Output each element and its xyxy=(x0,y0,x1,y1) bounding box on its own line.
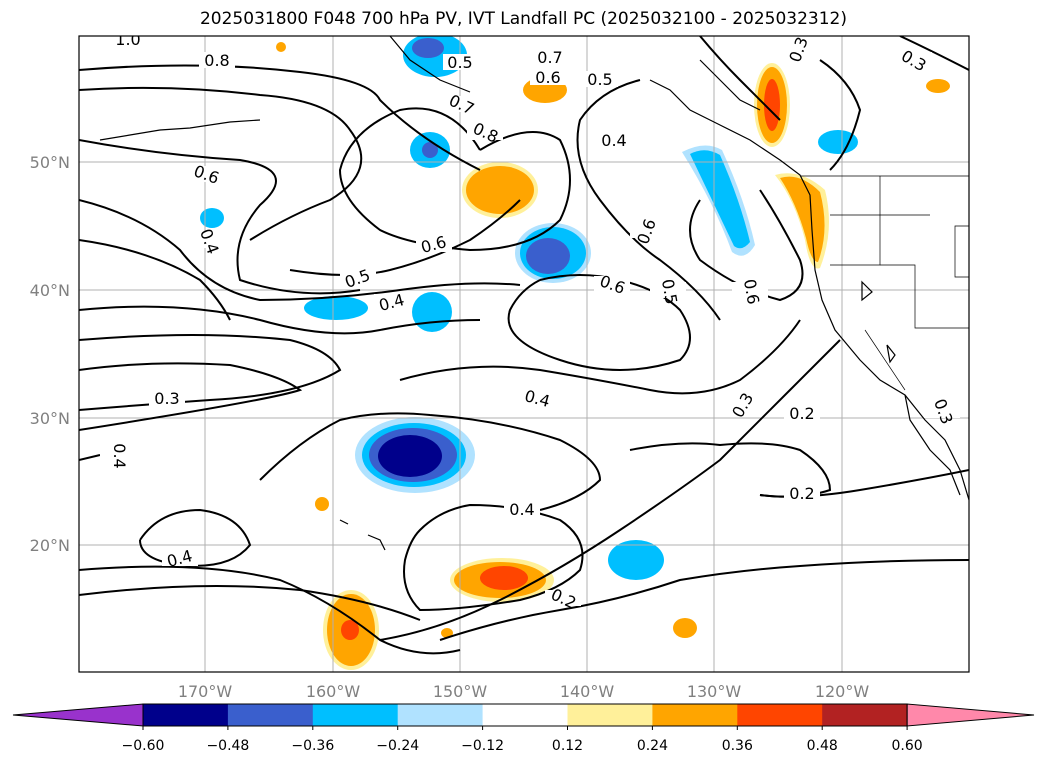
lon-tick-labels: 170°W 160°W 150°W 140°W 130°W 120°W xyxy=(178,682,870,701)
lat-tick-label: 20°N xyxy=(30,536,70,555)
lon-tick-label: 140°W xyxy=(560,682,615,701)
lon-tick-label: 130°W xyxy=(687,682,742,701)
lat-tick-label: 40°N xyxy=(30,281,70,300)
colorbar-tick-label: −0.60 xyxy=(122,738,165,754)
lon-tick-label: 150°W xyxy=(433,682,488,701)
borders xyxy=(800,175,969,391)
pv-contours xyxy=(79,36,969,655)
colorbar: −0.60 −0.48 −0.36 −0.24 −0.12 0.12 0.24 0.36 0.4… xyxy=(12,703,1035,754)
colorbar-segment xyxy=(312,704,399,726)
contour-label: 0.2 xyxy=(789,484,814,503)
lon-tick-label: 120°W xyxy=(815,682,870,701)
contour-label: 0.4 xyxy=(110,443,129,468)
colorbar-tick-label: −0.24 xyxy=(376,738,419,754)
colorbar-extend-max xyxy=(906,703,1035,727)
contour-label: 0.5 xyxy=(658,278,681,306)
colorbar-tick-label: 0.24 xyxy=(637,738,668,754)
colorbar-tick-label: 0.36 xyxy=(722,738,753,754)
colorbar-tick-label: 0.60 xyxy=(892,738,923,754)
colorbar-tick-label: 0.48 xyxy=(807,738,838,754)
contour-labels: 1.0 0.8 0.7 0.5 0.6 0.5 0.3 0.3 0.7 0.8 … xyxy=(100,30,960,613)
colorbar-extend-min xyxy=(12,703,144,727)
map-title: 2025031800 F048 700 hPa PV, IVT Landfall… xyxy=(199,9,847,29)
contour-label: 0.3 xyxy=(154,389,179,408)
colorbar-segment xyxy=(737,704,823,726)
colorbar-tick-label: 0.12 xyxy=(552,738,583,754)
colorbar-segment xyxy=(652,704,738,726)
lon-tick-label: 160°W xyxy=(306,682,361,701)
contour-label: 0.4 xyxy=(509,500,534,519)
coastlines xyxy=(99,36,969,551)
lat-tick-label: 30°N xyxy=(30,409,70,428)
lat-tick-label: 50°N xyxy=(30,153,70,172)
map-frame xyxy=(78,35,970,673)
neg-blob-core xyxy=(378,435,442,477)
colorbar-segment xyxy=(143,704,229,726)
colorbar-segment xyxy=(397,704,484,726)
colorbar-segment xyxy=(822,704,908,726)
contour-label: 0.5 xyxy=(447,53,472,72)
contour-label: 0.7 xyxy=(537,48,562,67)
contour-label: 0.5 xyxy=(587,70,612,89)
contour-label: 0.8 xyxy=(204,51,229,70)
lon-tick-label: 170°W xyxy=(178,682,233,701)
colorbar-tick-label: −0.12 xyxy=(461,738,504,754)
contour-label: 0.6 xyxy=(740,278,763,306)
colorbar-segment xyxy=(227,704,314,726)
contour-label: 1.0 xyxy=(115,30,140,49)
colorbar-tick-label: −0.48 xyxy=(206,738,249,754)
colorbar-segment xyxy=(482,704,568,726)
contour-label: 0.2 xyxy=(789,404,814,423)
lat-tick-labels: 50°N 40°N 30°N 20°N xyxy=(30,153,70,555)
colorbar-outline xyxy=(142,703,908,727)
colorbar-tick-label: −0.36 xyxy=(291,738,334,754)
contour-label: 0.4 xyxy=(601,131,626,150)
colorbar-segment xyxy=(567,704,653,726)
contour-label: 0.6 xyxy=(535,68,560,87)
